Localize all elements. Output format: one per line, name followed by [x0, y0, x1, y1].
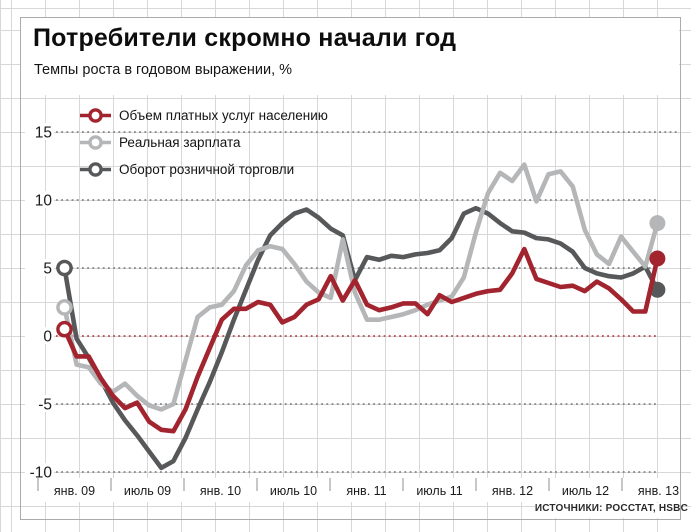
series-start-marker [56, 259, 73, 277]
x-axis-label: янв. 10 [200, 484, 241, 498]
legend-item-services: Объем платных услуг населению [79, 102, 328, 129]
y-label-patch [25, 259, 54, 276]
y-axis-label: 15 [35, 125, 52, 142]
header-background [21, 18, 679, 95]
y-label-patch [25, 123, 54, 140]
line-ring-icon [80, 162, 111, 177]
legend-label: Реальная зарплата [119, 135, 241, 150]
line-ring-icon [80, 135, 111, 150]
x-axis-label: июль 10 [270, 484, 317, 498]
series-line [62, 246, 660, 434]
legend-label: Оборот розничной торговли [119, 162, 295, 177]
series-line [62, 162, 660, 412]
series-start-marker [56, 299, 73, 316]
x-axis-label: янв. 09 [54, 484, 95, 498]
series-start-marker [56, 320, 73, 338]
y-axis-label: 10 [35, 193, 53, 210]
series-end-marker [649, 250, 666, 267]
legend-label: Объем платных услуг населению [119, 108, 328, 123]
series-line [62, 205, 660, 471]
x-axis-strip [21, 478, 679, 502]
y-label-patch [25, 463, 54, 480]
y-axis-label: 0 [43, 329, 52, 346]
chart-title: Потребители скромно начали год [33, 24, 457, 52]
legend: Объем платных услуг населению Реальная з… [79, 102, 328, 183]
y-label-patch [25, 191, 54, 208]
x-axis-label: янв. 12 [492, 484, 533, 498]
y-axis-label: 5 [43, 261, 52, 278]
x-axis-label: июль 11 [416, 484, 462, 498]
y-label-patch [25, 327, 54, 344]
source-note: ИСТОЧНИКИ: РОССТАТ, HSBC [534, 503, 688, 514]
source-background [535, 503, 680, 518]
x-axis-label: июль 09 [124, 484, 171, 498]
x-axis-label: янв. 13 [638, 484, 679, 498]
legend-item-retail: Оборот розничной торговли [79, 156, 328, 183]
chart-subtitle: Темпы роста в годовом выражении, % [34, 62, 293, 78]
legend-item-wages: Реальная зарплата [79, 129, 328, 156]
series-end-marker [649, 215, 666, 232]
y-axis-label: -5 [38, 397, 52, 414]
line-ring-icon [80, 108, 111, 123]
y-axis-label: -10 [30, 465, 53, 482]
x-axis-label: янв. 11 [346, 484, 386, 498]
y-label-patch [25, 395, 54, 412]
x-axis-label: июль 12 [562, 484, 609, 498]
